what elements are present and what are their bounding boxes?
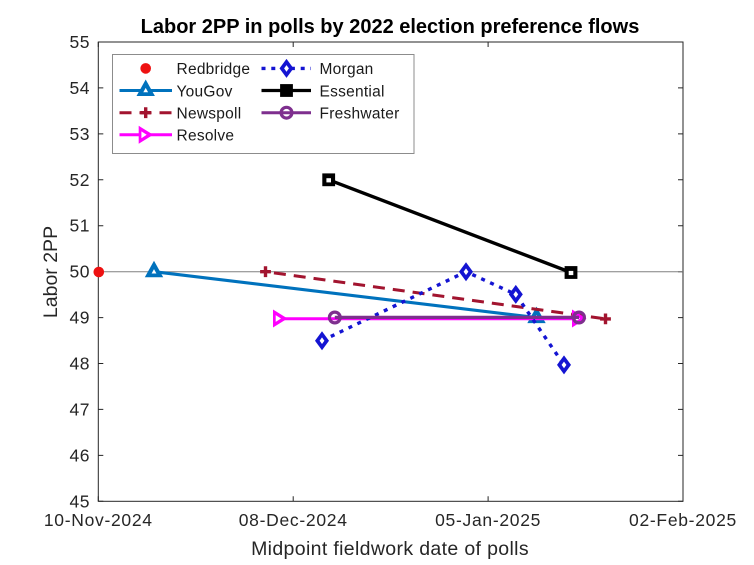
svg-text:47: 47 <box>70 399 90 419</box>
svg-text:Newspoll: Newspoll <box>177 106 242 123</box>
svg-text:53: 53 <box>70 124 90 144</box>
svg-text:Midpoint fieldwork date of pol: Midpoint fieldwork date of polls <box>251 538 529 560</box>
svg-text:50: 50 <box>70 262 90 282</box>
svg-text:Freshwater: Freshwater <box>320 106 400 123</box>
svg-text:51: 51 <box>70 216 90 236</box>
svg-text:54: 54 <box>70 78 90 98</box>
svg-text:10-Nov-2024: 10-Nov-2024 <box>44 510 153 530</box>
svg-text:46: 46 <box>70 445 90 465</box>
svg-text:48: 48 <box>70 354 90 374</box>
svg-text:Redbridge: Redbridge <box>177 61 251 78</box>
svg-text:Labor 2PP: Labor 2PP <box>40 226 62 318</box>
svg-text:02-Feb-2025: 02-Feb-2025 <box>629 510 737 530</box>
svg-text:45: 45 <box>70 491 90 511</box>
svg-text:08-Dec-2024: 08-Dec-2024 <box>239 510 348 530</box>
svg-text:Morgan: Morgan <box>320 61 374 78</box>
svg-text:49: 49 <box>70 308 90 328</box>
svg-text:55: 55 <box>70 32 90 52</box>
svg-text:Resolve: Resolve <box>177 128 235 145</box>
svg-text:52: 52 <box>70 170 90 190</box>
svg-text:05-Jan-2025: 05-Jan-2025 <box>435 510 541 530</box>
svg-text:Essential: Essential <box>320 83 385 100</box>
svg-text:Labor 2PP in polls by 2022 ele: Labor 2PP in polls by 2022 election pref… <box>141 16 640 38</box>
svg-text:YouGov: YouGov <box>177 83 233 100</box>
